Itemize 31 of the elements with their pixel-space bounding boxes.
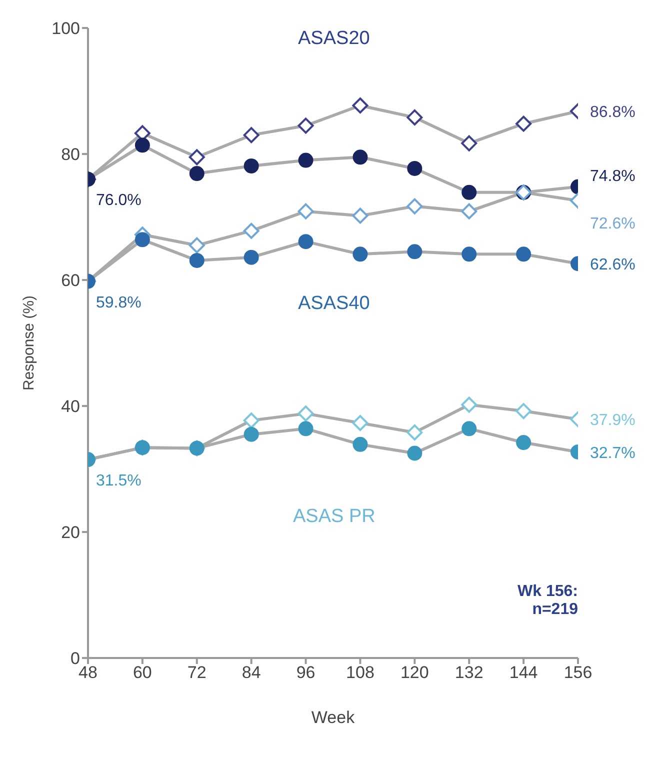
x-tick-label: 48 <box>78 663 98 682</box>
x-tick-label: 84 <box>242 663 261 682</box>
annotation: ASAS20 <box>298 28 370 50</box>
annotation: ASAS PR <box>293 506 376 528</box>
data-label: 62.6% <box>590 256 636 274</box>
x-tick-label: 72 <box>187 663 206 682</box>
data-label: 72.6% <box>590 216 636 233</box>
data-label: 74.8% <box>590 168 636 185</box>
data-label: 76.0% <box>96 192 142 210</box>
y-tick-label: 0 <box>70 649 80 668</box>
annotation: Wk 156: n=219 <box>518 583 578 619</box>
data-label: 86.8% <box>590 104 636 122</box>
x-tick-label: 132 <box>454 663 484 682</box>
x-tick-label: 120 <box>400 663 429 682</box>
x-axis-title: Week <box>311 708 356 727</box>
y-tick-label: 100 <box>52 19 80 38</box>
data-label: 32.7% <box>590 444 636 462</box>
x-tick-label: 156 <box>564 663 592 682</box>
x-tick-label: 60 <box>132 663 152 682</box>
y-axis-title: Response (%) <box>20 295 38 391</box>
x-tick-label: 108 <box>346 663 374 682</box>
x-tick-label: 144 <box>509 663 538 682</box>
data-label: 31.5% <box>96 472 142 490</box>
annotation: ASAS40 <box>298 293 370 315</box>
y-tick-label: 60 <box>61 271 80 290</box>
data-label: 59.8% <box>96 294 142 312</box>
y-tick-label: 20 <box>61 523 80 542</box>
y-tick-label: 40 <box>61 397 80 416</box>
y-tick-label: 80 <box>61 145 80 164</box>
x-tick-label: 96 <box>296 663 316 682</box>
data-label: 37.9% <box>590 412 636 430</box>
